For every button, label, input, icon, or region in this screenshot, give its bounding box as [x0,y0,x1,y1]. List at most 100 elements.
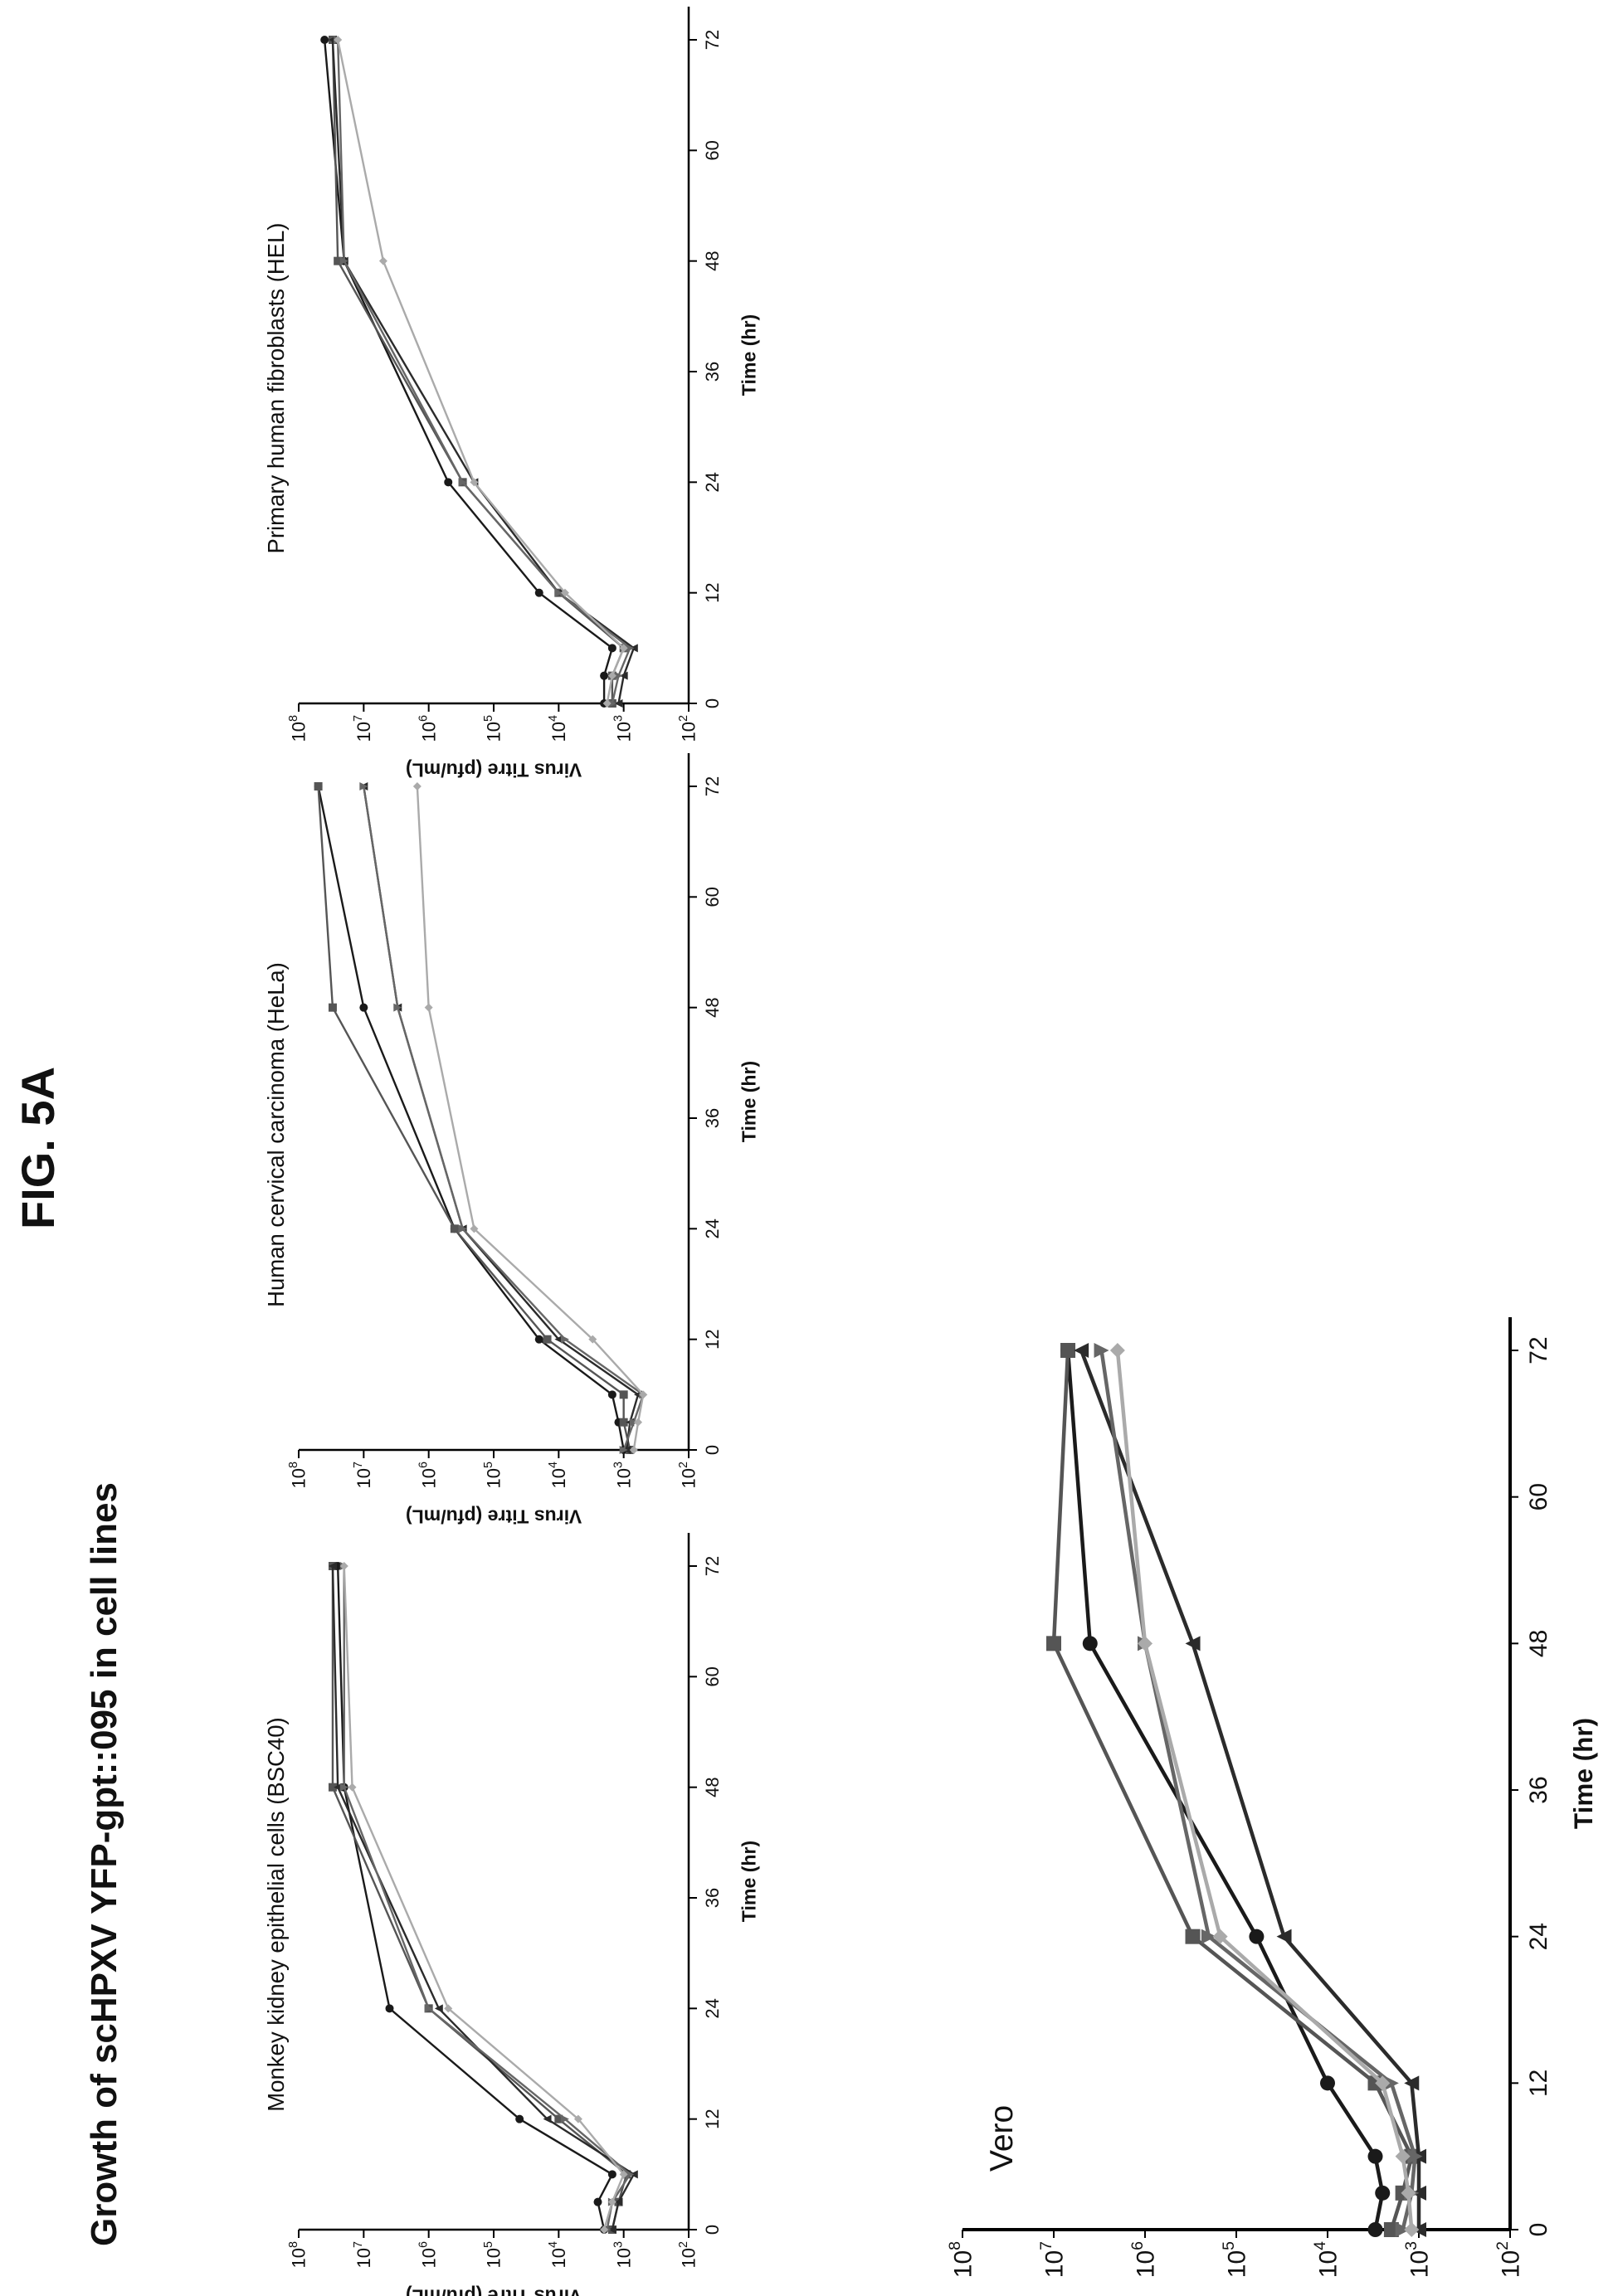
data-point [602,699,612,708]
x-tick-label: 48 [1525,1630,1552,1657]
chart-2: 102 103 104 105 106 107 108 0 12 24 36 48 60 72 Time (… [263,753,760,1528]
data-point [1407,2148,1423,2164]
chart-3: 102 103 104 105 106 107 108 0 12 24 36 48 60 72 Time (… [263,7,760,781]
series-yfp-gpt-095 [334,36,628,708]
data-point [1094,1343,1109,1358]
y-tick-label: 104 [547,1462,569,1488]
y-axis-title: Virus Titre (pfu/mL) [406,1506,582,1528]
series-cpx [314,782,635,1454]
data-point [458,1224,467,1233]
data-point [334,1783,343,1792]
x-tick-label: 36 [1525,1776,1552,1803]
y-tick-label: 102 [1494,2241,1525,2278]
data-point [543,1335,552,1344]
data-point [1383,2075,1399,2091]
data-point [1276,1929,1292,1944]
data-point [626,2170,635,2179]
x-tick-label: 0 [702,698,723,708]
x-tick-label: 60 [702,1666,723,1686]
x-tick-label: 0 [1525,2223,1552,2237]
y-tick-label: 107 [352,1462,374,1488]
data-point [554,1335,563,1344]
y-tick-label: 104 [547,2241,569,2268]
x-tick-label: 36 [702,1108,723,1128]
y-tick-label: 106 [417,715,439,742]
data-point [629,1446,638,1454]
x-tick-label: 36 [702,362,723,382]
data-point [607,699,616,708]
y-tick-label: 103 [612,1462,634,1488]
rotated-page: FIG. 5A Growth of scHPXV YFP-gpt::095 in… [12,7,1598,2296]
data-point [619,644,628,653]
x-tick-label: 36 [702,1888,723,1908]
data-point [339,256,348,265]
data-point [560,588,569,597]
y-tick-label: 107 [1037,2241,1069,2278]
data-point [607,671,616,680]
figure-label: FIG. 5A [12,1067,64,1229]
data-point [1109,1343,1125,1358]
data-point [1401,2185,1416,2201]
y-tick-label: 108 [287,2241,309,2268]
x-tick-label: 24 [702,472,723,492]
data-point [1320,2075,1335,2091]
y-tick-label: 108 [287,1462,309,1488]
data-point [1383,2222,1399,2237]
data-point [1082,1636,1098,1651]
x-tick-label: 72 [1525,1336,1552,1364]
data-point [424,1003,433,1012]
data-point [359,782,368,790]
y-tick-label: 102 [677,715,699,742]
y-tick-label: 105 [1220,2241,1251,2278]
data-point [444,478,453,487]
data-point [614,671,623,680]
data-point [1404,2222,1420,2237]
x-axis-title: Time (hr) [738,1061,760,1142]
y-tick-label: 102 [677,1462,699,1488]
data-point [385,2004,394,2013]
data-point [543,2114,552,2123]
x-tick-label: 0 [702,1445,723,1455]
figure-heading: Growth of scHPXV YFP-gpt::095 in cell li… [84,1482,124,2246]
data-point [607,644,616,653]
data-point [534,1335,543,1344]
y-tick-label: 105 [482,1462,504,1488]
x-axis-title: Time (hr) [738,1841,760,1922]
data-point [334,256,343,265]
data-point [619,1418,628,1427]
data-point [607,2170,616,2179]
series-dpp15 [328,1562,638,2234]
data-point [470,1224,479,1233]
data-point [534,588,543,597]
y-tick-label: 103 [612,2241,634,2268]
data-point [378,256,387,265]
x-tick-label: 48 [702,251,723,270]
data-point [626,644,635,653]
data-point [339,1783,348,1792]
y-tick-label: 105 [482,715,504,742]
y-tick-label: 107 [352,2241,374,2268]
chart-1: 102 103 104 105 106 107 108 0 12 24 36 48 60 72 Time (… [263,1533,760,2296]
data-point [334,36,343,44]
x-tick-label: 60 [702,887,723,907]
chart-title: Monkey kidney epithelial cells (BSC40) [263,1717,289,2111]
y-tick-label: 106 [1128,2241,1160,2278]
x-tick-label: 12 [702,1329,723,1349]
data-point [619,1390,628,1399]
x-tick-label: 60 [702,140,723,160]
data-point [412,782,422,790]
data-point [554,588,563,597]
data-point [515,2114,524,2123]
data-point [424,2004,433,2013]
data-point [1185,1636,1201,1651]
data-point [470,478,479,487]
data-point [328,1783,337,1792]
data-point [560,1335,569,1344]
x-tick-label: 0 [702,2225,723,2235]
data-point [1074,1343,1089,1358]
x-tick-label: 24 [702,1219,723,1238]
x-tick-label: 60 [1525,1483,1552,1510]
y-tick-label: 108 [946,2241,977,2278]
y-tick-label: 106 [417,1462,439,1488]
data-point [614,2197,623,2206]
